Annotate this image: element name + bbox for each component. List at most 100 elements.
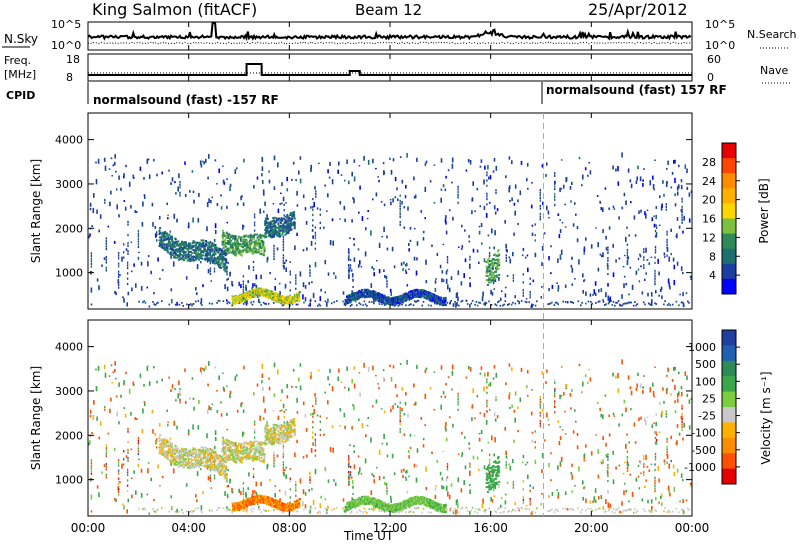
scatter-cell-velocity <box>143 384 145 387</box>
scatter-cell-velocity <box>395 384 397 388</box>
scatter-cell <box>167 215 169 216</box>
scatter-cell-velocity <box>686 499 688 501</box>
scatter-cell <box>91 225 93 227</box>
scatter-cell-velocity <box>682 438 684 441</box>
scatter-cell <box>123 173 125 176</box>
feature-cell <box>220 264 222 266</box>
scatter-cell-velocity <box>414 435 416 437</box>
scatter-cell <box>517 199 519 202</box>
scatter-cell <box>140 167 142 171</box>
noise-left-tick-top: 10^5 <box>51 18 81 31</box>
streak-cell <box>655 249 656 251</box>
scatter-cell-velocity <box>353 405 355 410</box>
scatter-cell <box>469 282 471 287</box>
scatter-cell-velocity <box>285 491 287 496</box>
scatter-cell <box>527 188 529 190</box>
scatter-cell <box>365 251 367 256</box>
scatter-cell-velocity <box>469 448 471 450</box>
scatter-cell-velocity <box>679 501 681 503</box>
scatter-cell-velocity <box>546 370 548 373</box>
scatter-cell-velocity <box>326 417 328 419</box>
scatter-cell-velocity <box>674 487 676 492</box>
scatter-cell-velocity <box>333 479 335 481</box>
scatter-cell-velocity <box>585 374 587 377</box>
scatter-cell-velocity <box>661 411 663 415</box>
feature-cell <box>226 266 228 268</box>
streak-cell <box>627 252 628 254</box>
scatter-cell <box>195 287 197 290</box>
streak-cell <box>554 183 555 185</box>
scatter-cell-velocity <box>526 505 528 506</box>
scatter-cell-velocity <box>621 359 623 364</box>
streak-cell <box>283 241 284 243</box>
scatter-cell-velocity <box>414 464 416 468</box>
scatter-cell-velocity <box>533 487 535 490</box>
power-colorbar-label: Power [dB] <box>757 178 771 243</box>
scatter-cell <box>381 201 383 202</box>
scatter-cell <box>310 169 312 172</box>
scatter-cell-velocity <box>667 368 669 372</box>
scatter-cell <box>359 165 361 166</box>
scatter-cell <box>192 170 194 173</box>
streak-cell <box>457 196 458 198</box>
scatter-cell <box>520 190 522 195</box>
scatter-cell <box>351 219 353 223</box>
streak-cell <box>118 273 119 275</box>
streak-cell <box>666 244 667 246</box>
scatter-cell-velocity <box>673 367 675 371</box>
streak-cell <box>283 246 284 248</box>
power-colorbar-swatch <box>722 188 736 204</box>
streak-cell-velocity <box>666 446 667 448</box>
scatter-cell-velocity <box>98 492 100 497</box>
near-range-cell <box>688 302 690 304</box>
scatter-cell-velocity <box>235 376 237 381</box>
scatter-cell <box>285 202 287 203</box>
streak-cell-velocity <box>273 462 274 464</box>
scatter-cell <box>490 175 492 179</box>
scatter-cell <box>664 256 666 257</box>
scatter-cell-velocity <box>396 394 398 397</box>
scatter-cell <box>315 262 317 267</box>
scatter-cell-velocity <box>202 368 204 370</box>
streak-cell-velocity <box>638 465 639 467</box>
streak-cell <box>283 257 284 259</box>
scatter-cell <box>689 218 691 222</box>
scatter-cell-velocity <box>370 437 372 442</box>
streak-cell <box>295 277 296 279</box>
scatter-cell-velocity <box>527 395 529 397</box>
streak-cell <box>348 258 349 260</box>
scatter-cell <box>323 227 325 229</box>
scatter-cell <box>245 287 247 291</box>
scatter-cell <box>314 186 316 190</box>
scatter-cell <box>147 287 149 289</box>
scatter-cell <box>651 292 653 297</box>
noise-panel: N.Sky 10^5 10^0 10^5 10^0 N.Search <box>2 18 797 52</box>
scatter-cell <box>509 200 511 202</box>
scatter-cell-velocity <box>302 501 304 506</box>
scatter-cell-velocity <box>426 368 428 371</box>
cpid-panel: CPID normalsound (fast) -157 RF normalso… <box>6 82 727 107</box>
near-range-cell <box>634 301 636 303</box>
streak-cell <box>283 249 284 251</box>
scatter-cell <box>281 203 283 205</box>
streak-cell <box>489 255 490 257</box>
feature-cell <box>230 240 232 242</box>
scatter-cell <box>672 172 674 175</box>
scatter-cell <box>353 238 355 240</box>
near-range-cell <box>381 303 383 305</box>
scatter-cell <box>612 244 614 248</box>
scatter-cell <box>560 229 562 233</box>
scatter-cell-velocity <box>655 422 657 426</box>
scatter-cell-velocity <box>152 429 154 434</box>
scatter-cell-velocity <box>309 472 311 475</box>
streak-cell <box>489 252 490 254</box>
feature-cell <box>374 291 376 293</box>
power-colorbar-swatch <box>722 249 736 265</box>
feature-cell <box>487 284 489 286</box>
scatter-cell-velocity <box>628 500 630 502</box>
scatter-cell-velocity <box>353 451 355 453</box>
scatter-cell-velocity <box>327 506 329 510</box>
scatter-cell <box>267 257 269 260</box>
scatter-cell-velocity <box>477 395 479 398</box>
scatter-cell-velocity <box>262 364 264 369</box>
